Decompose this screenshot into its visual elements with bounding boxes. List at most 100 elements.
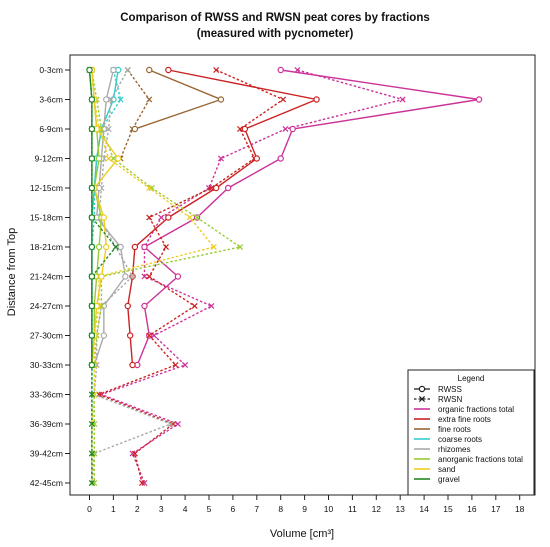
chart-title: Comparison of RWSS and RWSN peat cores b… (120, 12, 430, 24)
extra-fine-roots-point-rwss (313, 96, 320, 103)
y-axis-label: Distance from Top (6, 228, 18, 316)
extra-fine-roots-point-rwss (241, 125, 249, 133)
y-tick-label: 9-12cm (35, 154, 63, 164)
gravel-point-rwss (88, 155, 96, 162)
series-organic-fractions-total-rwss (134, 66, 483, 369)
gravel-point-rwsn (88, 450, 95, 457)
sand-point-rwsn (105, 155, 112, 162)
x-marker-stroke (172, 361, 179, 369)
y-tick-label: 39-42cm (30, 449, 63, 459)
extra-fine-roots-point-rwsn (139, 479, 146, 487)
x-tick-label: 13 (395, 504, 405, 514)
legend-label-rhizomes: rhizomes (438, 445, 470, 454)
fine-roots-rwss-line (134, 69, 223, 130)
legend-label-anorganic-fractions-total: anorganic fractions total (438, 455, 523, 464)
x-tick-label: 12 (372, 504, 382, 514)
x-marker-stroke (191, 302, 198, 310)
gravel-point-rwss (88, 332, 96, 339)
x-marker-stroke (146, 96, 153, 103)
fine-roots-point-rwsn (146, 96, 153, 103)
x-marker-stroke (117, 96, 124, 103)
organic-fractions-total-point-rwsn (174, 420, 181, 428)
rhizomes-point-rwss (110, 66, 117, 74)
fine-roots-point-rwss (146, 66, 153, 74)
gravel-point-rwss (88, 125, 96, 133)
rhizomes-point-rwss (103, 96, 110, 103)
x-marker-stroke (208, 184, 215, 192)
rhizomes-point-rwsn (107, 96, 115, 103)
series-layer (86, 66, 483, 487)
organic-fractions-total-point-rwss (224, 184, 232, 192)
rhizomes-point-rwsn (124, 66, 131, 74)
legend-title: Legend (458, 374, 485, 383)
sand-point-rwss (98, 273, 105, 280)
x-marker-stroke (146, 273, 153, 280)
x-tick-label: 15 (443, 504, 453, 514)
extra-fine-roots-point-rwsn (146, 273, 153, 280)
extra-fine-roots-point-rwss (165, 214, 172, 221)
extra-fine-roots-point-rwss (126, 332, 134, 339)
organic-fractions-total-point-rwss (141, 302, 148, 310)
x-tick-label: 3 (159, 504, 164, 514)
anorganic-fractions-total-point-rwsn (148, 184, 155, 192)
extra-fine-roots-point-rwsn (280, 96, 287, 103)
x-axis-label: Volume [cm³] (270, 528, 334, 540)
x-marker-stroke (237, 125, 244, 133)
x-marker-stroke (124, 66, 131, 74)
x-tick-label: 1 (111, 504, 116, 514)
x-tick-label: 8 (278, 504, 283, 514)
x-tick-label: 17 (491, 504, 501, 514)
organic-fractions-total-point-rwsn (205, 184, 213, 192)
legend-rwsn-point-rwsn (418, 395, 426, 403)
sand-point-rwsn (210, 243, 217, 251)
x-marker-stroke (167, 420, 174, 428)
x-marker-stroke (213, 66, 220, 74)
extra-fine-roots-rwss-line (127, 69, 319, 366)
gravel-point-rwss (88, 243, 96, 251)
anorganic-fractions-total-point-rwss (95, 155, 103, 162)
extra-fine-roots-point-rwsn (237, 125, 244, 133)
extra-fine-roots-point-rwsn (170, 420, 177, 428)
x-marker-stroke (186, 214, 193, 221)
x-marker-stroke (110, 155, 117, 162)
extra-fine-roots-point-rwss (165, 66, 172, 74)
y-tick-label: 15-18cm (30, 213, 63, 223)
extra-fine-roots-point-rwss (212, 184, 220, 192)
extra-fine-roots-point-rwsn (146, 332, 153, 339)
chart-title-block: Comparison of RWSS and RWSN peat cores b… (0, 10, 550, 42)
extra-fine-roots-point-rwsn (162, 243, 170, 251)
anorganic-fractions-total-point-rwsn (237, 243, 244, 251)
y-tick-label: 12-15cm (30, 183, 63, 193)
extra-fine-roots-point-rwss (124, 302, 131, 310)
legend-label-gravel: gravel (438, 475, 460, 484)
sand-point-rwss (103, 243, 110, 251)
organic-fractions-total-point-rwss (277, 66, 284, 74)
x-marker-stroke (146, 332, 153, 339)
gravel-point-rwsn (88, 479, 95, 487)
x-marker-stroke (105, 155, 112, 162)
x-marker-stroke (205, 184, 213, 192)
gravel-point-rwss (88, 214, 96, 221)
legend-label-coarse-roots: coarse roots (438, 435, 482, 444)
x-marker-stroke (88, 420, 95, 428)
rhizomes-rwsn-line (91, 69, 173, 484)
rhizomes-point-rwsn (105, 125, 112, 133)
axes: 0 1 2 3 4 5 6 7 8 9 10 11 12 13 14 15 16 17 180-3cm3-6cm6-… (30, 54, 536, 514)
organic-fractions-total-point-rwss (141, 243, 148, 251)
x-tick-label: 6 (231, 504, 236, 514)
x-tick-label: 7 (254, 504, 259, 514)
sand-rwsn-line (91, 69, 216, 483)
y-tick-label: 21-24cm (30, 272, 63, 282)
x-marker-stroke (194, 214, 201, 221)
x-marker-stroke (98, 125, 105, 133)
x-tick-label: 2 (135, 504, 140, 514)
sand-point-rwss (114, 155, 122, 162)
gravel-point-rwss (88, 302, 96, 310)
legend-label-rwss: RWSS (438, 385, 462, 394)
anorganic-fractions-total-point-rwsn (194, 214, 201, 221)
x-marker-stroke (141, 273, 148, 280)
x-marker-stroke (88, 479, 95, 487)
chart-subtitle: (measured with pycnometer) (196, 28, 354, 40)
